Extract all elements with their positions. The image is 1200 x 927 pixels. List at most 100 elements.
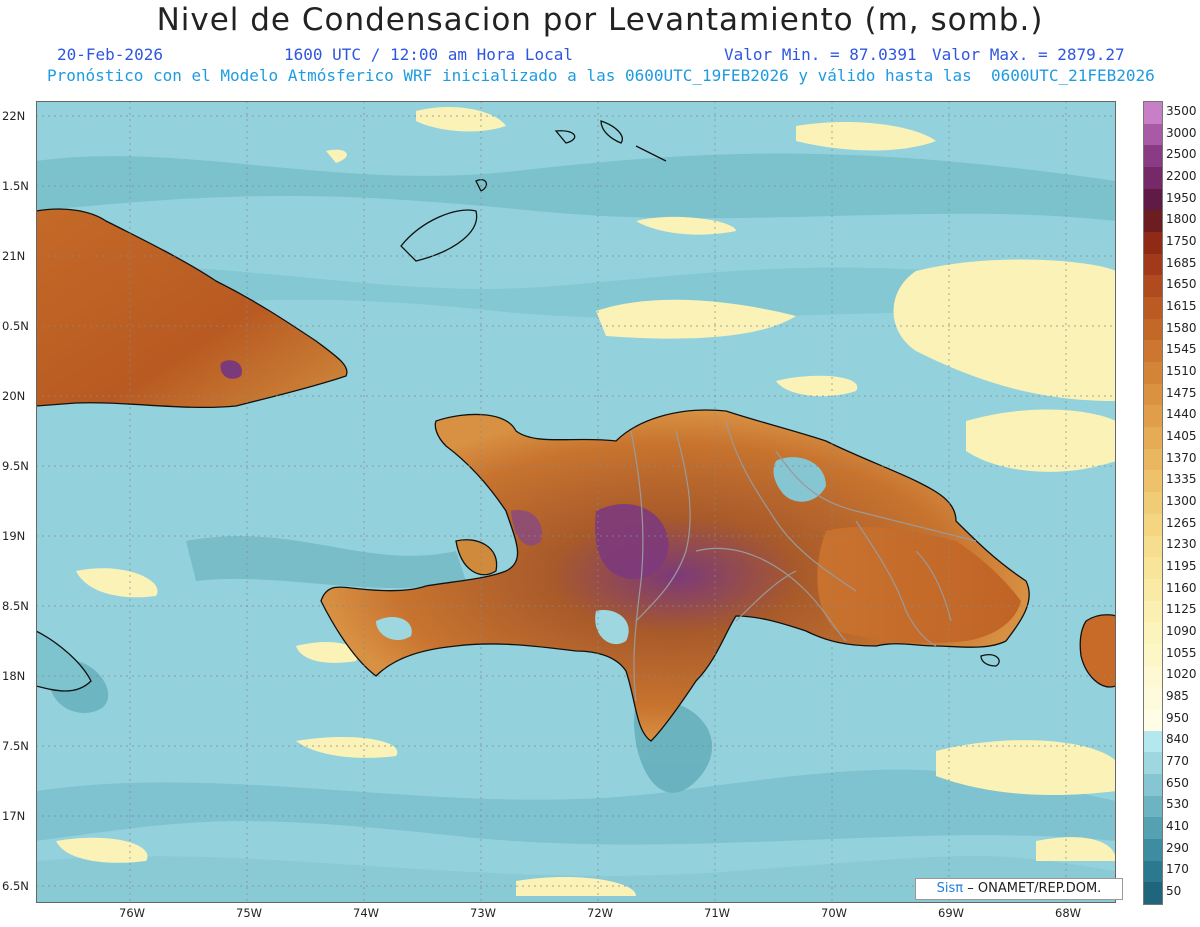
color-swatch: [1144, 167, 1162, 190]
color-swatch: [1144, 665, 1162, 688]
color-swatch: [1144, 470, 1162, 493]
color-scale-label: 1440: [1166, 407, 1197, 422]
color-swatch: [1144, 687, 1162, 710]
color-swatch: [1144, 383, 1162, 406]
color-scale-label: 1580: [1166, 320, 1197, 335]
color-scale-label: 1300: [1166, 494, 1197, 508]
color-swatch: [1144, 513, 1162, 536]
color-swatch: [1144, 232, 1162, 255]
color-scale-label: 1055: [1166, 645, 1197, 660]
lon-label: 70W: [821, 906, 848, 920]
color-swatch: [1144, 253, 1162, 276]
color-scale-label: 50: [1166, 884, 1182, 899]
lon-label: 74W: [353, 906, 380, 920]
lat-label: 17N: [2, 809, 26, 823]
cuba-landmass: [36, 209, 347, 408]
color-scale-label: 2500: [1166, 147, 1197, 162]
lat-label: 9.5N: [2, 459, 29, 473]
lon-label: 68W: [1055, 906, 1082, 920]
color-scale-label: 1475: [1166, 385, 1197, 400]
color-scale-label: 3500: [1166, 103, 1197, 118]
color-scale-label: 410: [1166, 819, 1189, 834]
color-scale-label: 3000: [1166, 125, 1197, 140]
lat-label: 8.5N: [2, 599, 29, 613]
color-scale-label: 1020: [1166, 667, 1197, 682]
color-scale-label: 290: [1166, 840, 1189, 855]
color-scale-label: 530: [1166, 797, 1189, 812]
color-scale-label: 1650: [1166, 277, 1197, 292]
color-swatch: [1144, 318, 1162, 341]
color-scale-label: 985: [1166, 689, 1189, 704]
color-swatch: [1144, 188, 1162, 211]
color-swatch: [1144, 643, 1162, 667]
color-swatch: [1144, 405, 1162, 428]
color-swatch: [1144, 557, 1162, 580]
gonave-island: [456, 539, 497, 575]
color-scale-label: 950: [1166, 710, 1189, 725]
lon-label: 73W: [470, 906, 497, 920]
map-title: Nivel de Condensacion por Levantamiento …: [156, 2, 1044, 38]
lon-label: 71W: [704, 906, 731, 920]
color-swatch: [1144, 145, 1162, 168]
lat-label: 19N: [2, 529, 26, 543]
graticule: [36, 101, 1116, 903]
color-scale-label: 1370: [1166, 450, 1197, 465]
color-scale-label: 1125: [1166, 602, 1197, 617]
color-scale-label: 1800: [1166, 212, 1197, 227]
map-border: [36, 101, 1116, 903]
color-scale-label: 1685: [1166, 255, 1197, 270]
province-borders: [630, 420, 977, 702]
lat-label: 7.5N: [2, 739, 29, 753]
color-scale-label: 1160: [1166, 580, 1197, 595]
color-scale-bar: [1143, 101, 1163, 905]
cuba-hot-spot: [220, 360, 242, 379]
color-swatch: [1144, 600, 1162, 623]
lon-label: 76W: [119, 906, 146, 920]
color-swatch: [1144, 578, 1162, 602]
credit-brand: Sisπ: [936, 881, 964, 896]
color-swatch: [1144, 210, 1162, 233]
color-scale-label: 1510: [1166, 363, 1197, 378]
color-scale-label: 1950: [1166, 190, 1197, 205]
lat-label: 1.5N: [2, 179, 29, 193]
color-scale-label: 1335: [1166, 472, 1197, 487]
color-scale-label: 1230: [1166, 537, 1197, 552]
southwest-blue-patch: [376, 616, 412, 641]
lat-label: 6.5N: [2, 879, 29, 893]
color-scale-label: 1090: [1166, 624, 1197, 639]
color-swatch: [1144, 340, 1162, 363]
color-swatch: [1144, 795, 1162, 818]
puerto-rico-landmass: [1080, 614, 1116, 687]
lat-label: 22N: [2, 109, 26, 123]
color-swatch: [1144, 362, 1162, 385]
max-value: Valor Max. = 2879.27: [932, 45, 1125, 64]
forecast-info: Pronóstico con el Modelo Atmósferico WRF…: [47, 66, 1155, 85]
color-swatch: [1144, 882, 1162, 905]
lcl-map: [36, 101, 1116, 903]
west-purple-core: [511, 510, 542, 546]
lat-label: 20N: [2, 389, 26, 403]
forecast-time: 1600 UTC / 12:00 am Hora Local: [284, 45, 573, 64]
color-swatch: [1144, 860, 1162, 883]
south-blue-patch: [595, 610, 629, 645]
credit-box: Sisπ – ONAMET/REP.DOM.: [915, 878, 1123, 900]
east-dr-region: [817, 526, 1021, 643]
lon-label: 69W: [938, 906, 965, 920]
min-value: Valor Min. = 87.0391: [724, 45, 917, 64]
color-scale-label: 840: [1166, 732, 1189, 747]
color-swatch: [1144, 622, 1162, 645]
color-swatch: [1144, 730, 1162, 753]
lon-label: 72W: [587, 906, 614, 920]
color-scale-label: 1545: [1166, 342, 1197, 357]
color-scale-label: 1405: [1166, 428, 1197, 443]
color-swatch: [1144, 752, 1162, 775]
color-scale-label: 170: [1166, 862, 1189, 877]
central-purple-core: [595, 503, 669, 580]
color-scale-label: 1750: [1166, 233, 1197, 248]
lon-label: 75W: [236, 906, 263, 920]
color-swatch: [1144, 102, 1162, 125]
color-scale-label: 650: [1166, 775, 1189, 790]
color-scale-label: 1265: [1166, 515, 1197, 530]
color-swatch: [1144, 535, 1162, 558]
color-swatch: [1144, 492, 1162, 515]
